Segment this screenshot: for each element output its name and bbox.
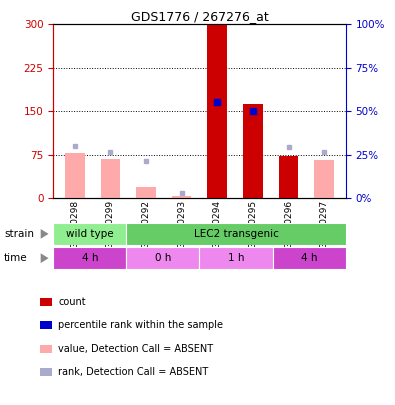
Bar <box>273 247 346 269</box>
Bar <box>136 187 156 198</box>
Bar <box>126 223 346 245</box>
Bar <box>53 223 126 245</box>
Text: time: time <box>4 253 28 263</box>
Text: value, Detection Call = ABSENT: value, Detection Call = ABSENT <box>58 344 213 354</box>
Text: 1 h: 1 h <box>228 253 244 263</box>
Bar <box>207 24 227 198</box>
Title: GDS1776 / 267276_at: GDS1776 / 267276_at <box>131 10 268 23</box>
Text: 4 h: 4 h <box>301 253 317 263</box>
Bar <box>314 160 334 198</box>
Text: 0 h: 0 h <box>155 253 171 263</box>
Text: LEC2 transgenic: LEC2 transgenic <box>194 229 278 239</box>
Text: 4 h: 4 h <box>82 253 98 263</box>
Text: percentile rank within the sample: percentile rank within the sample <box>58 320 223 330</box>
Bar <box>279 156 298 198</box>
Bar <box>243 104 263 198</box>
Text: wild type: wild type <box>66 229 114 239</box>
Bar <box>65 153 85 198</box>
Text: count: count <box>58 297 86 307</box>
Text: rank, Detection Call = ABSENT: rank, Detection Call = ABSENT <box>58 367 208 377</box>
Bar <box>101 159 120 198</box>
Bar <box>199 247 273 269</box>
Bar <box>126 247 199 269</box>
Text: strain: strain <box>4 229 34 239</box>
Bar <box>172 196 192 198</box>
Bar <box>53 247 126 269</box>
